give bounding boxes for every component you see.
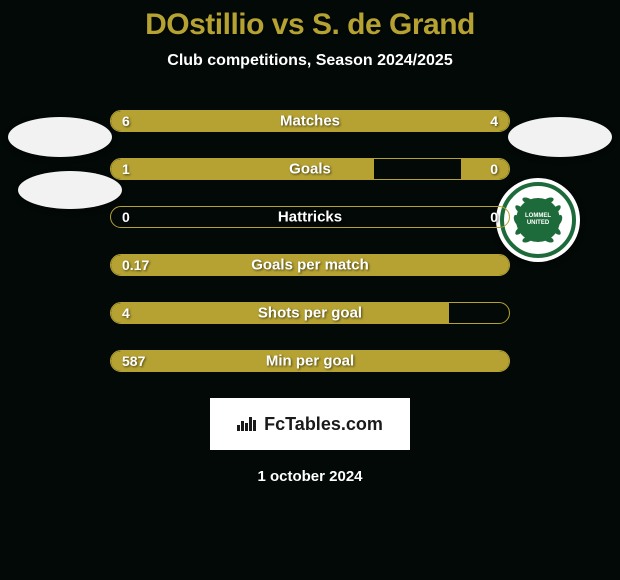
stat-row: Goals 1 0 [110,158,510,180]
stat-value-left: 0 [122,209,130,225]
bars-icon [237,417,256,431]
stat-row: Shots per goal 4 [110,302,510,324]
stat-row: Matches 6 4 [110,110,510,132]
stat-label: Hattricks [278,209,342,226]
stat-value-right: 0 [490,209,498,225]
stat-label: Goals [289,161,331,178]
stat-bar-left [111,159,374,179]
stat-label: Matches [280,113,340,130]
stat-row: Goals per match 0.17 [110,254,510,276]
stat-value-left: 0.17 [122,257,149,273]
stat-label: Min per goal [266,353,354,370]
player-avatar-left-1 [8,117,112,157]
player-avatar-right-1 [508,117,612,157]
brand-logo[interactable]: FcTables.com [210,398,410,450]
stat-row: Hattricks 0 0 [110,206,510,228]
stat-value-left: 1 [122,161,130,177]
page-subtitle: Club competitions, Season 2024/2025 [0,52,620,70]
stat-bar-right [350,111,509,131]
stat-value-right: 0 [490,161,498,177]
stat-row: Min per goal 587 [110,350,510,372]
brand-text: FcTables.com [264,414,383,435]
footer-date: 1 october 2024 [0,468,620,485]
stat-label: Shots per goal [258,305,362,322]
club-badge-text: LOMMEL UNITED [516,198,560,242]
stat-value-right: 4 [490,113,498,129]
stat-label: Goals per match [251,257,369,274]
stat-bar-right [461,159,509,179]
stat-value-left: 587 [122,353,145,369]
stat-value-left: 4 [122,305,130,321]
stat-value-left: 6 [122,113,130,129]
page-title: DOstillio vs S. de Grand [0,8,620,42]
player-avatar-left-2 [18,171,122,209]
